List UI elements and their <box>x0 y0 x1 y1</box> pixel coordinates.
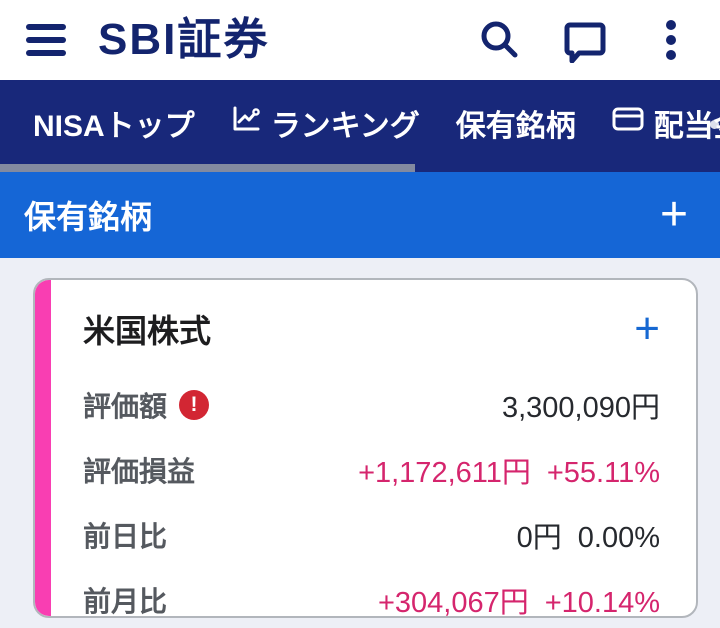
nav-item-label: 配当金 <box>653 110 720 143</box>
row-amount: +304,067円 <box>377 586 529 618</box>
row-percent: +10.14% <box>544 586 660 618</box>
nav-item-ranking[interactable]: ランキング <box>231 101 420 145</box>
chat-icon[interactable] <box>562 17 608 63</box>
row-amount: 3,300,090円 <box>501 391 660 424</box>
nav-item-label: NISAトップ <box>33 110 195 143</box>
card-icon <box>612 106 644 140</box>
row-percent: 0.00% <box>577 521 660 554</box>
row-day-change: 前日比 0円 0.00% <box>83 502 660 567</box>
holdings-summary-card: 米国株式 + 評価額 ! 3,300,090円 <box>33 278 698 618</box>
nav-item-dividends[interactable]: 配当金 <box>612 101 720 145</box>
row-amount: +1,172,611円 <box>358 456 531 489</box>
row-label: 評価損益 <box>83 455 196 487</box>
row-label: 前日比 <box>83 520 168 552</box>
nav-item-holdings[interactable]: 保有銘柄 <box>456 101 576 145</box>
nav-item-label: ランキング <box>270 110 420 143</box>
nav-next-item-partial-icon <box>710 120 719 129</box>
add-section-button[interactable]: + <box>659 188 688 241</box>
nav-item-label: 保有銘柄 <box>455 110 576 143</box>
row-amount: 0円 <box>516 521 562 554</box>
row-label: 前月比 <box>83 585 168 617</box>
row-label: 評価額 <box>83 390 168 422</box>
card-title: 米国株式 <box>83 313 212 349</box>
row-valuation: 評価額 ! 3,300,090円 <box>83 372 660 437</box>
row-month-change: 前月比 +304,067円 +10.14% <box>83 567 660 618</box>
row-profit-loss: 評価損益 +1,172,611円 +55.11% <box>83 437 660 502</box>
summary-rows: 評価額 ! 3,300,090円 評価損益 +1,172 <box>83 372 660 618</box>
chart-icon <box>231 105 261 141</box>
app-logo: SBI証券 <box>98 15 270 64</box>
add-holding-button[interactable]: + <box>634 304 660 353</box>
card-accent-bar <box>35 280 51 616</box>
row-percent: +55.11% <box>546 456 660 489</box>
content-area: 米国株式 + 評価額 ! 3,300,090円 <box>0 258 720 628</box>
alert-icon[interactable]: ! <box>179 389 210 420</box>
nav-scrollbar[interactable] <box>0 164 415 172</box>
main-nav: NISAトップ ランキング 保有銘柄 配当金 <box>0 80 720 172</box>
app-header: SBI証券 <box>0 0 720 80</box>
section-header: 保有銘柄 + <box>0 172 720 258</box>
search-icon[interactable] <box>476 17 522 63</box>
more-vertical-icon[interactable] <box>648 17 694 63</box>
section-title: 保有銘柄 <box>24 199 153 235</box>
nav-item-nisa-top[interactable]: NISAトップ <box>33 101 195 145</box>
hamburger-menu-icon[interactable] <box>26 24 66 56</box>
